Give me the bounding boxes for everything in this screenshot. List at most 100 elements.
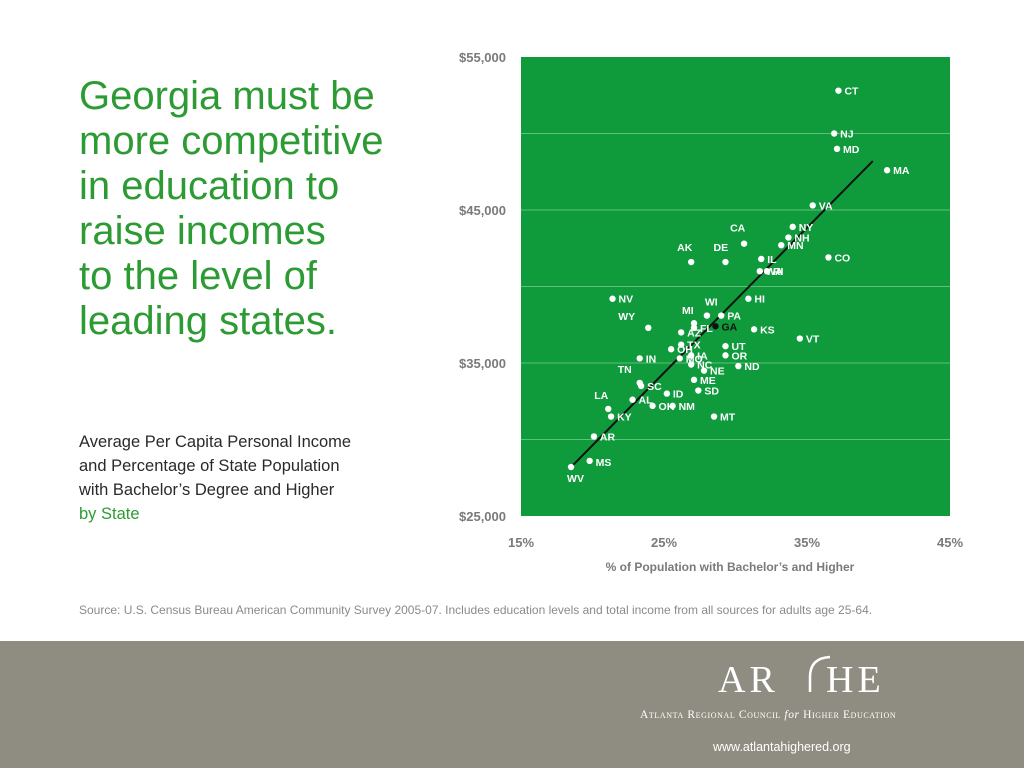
data-point-hi bbox=[745, 295, 752, 302]
data-point-de bbox=[722, 258, 729, 266]
website-link[interactable]: www.atlantahighered.org bbox=[713, 740, 851, 754]
data-point-wa bbox=[756, 268, 764, 275]
y-tick-label: $55,000 bbox=[459, 50, 506, 65]
data-point-me bbox=[690, 376, 698, 384]
point-label-ct: CT bbox=[844, 86, 859, 98]
data-point-va bbox=[809, 202, 816, 209]
point-label-ak: AK bbox=[677, 242, 693, 254]
point-label-nd: ND bbox=[744, 361, 760, 373]
headline-line: more competitive bbox=[79, 119, 384, 163]
point-label-ga: GA bbox=[721, 321, 737, 333]
point-label-ok: OK bbox=[659, 401, 675, 413]
y-tick-label: $35,000 bbox=[459, 356, 506, 371]
point-label-wa: WA bbox=[766, 266, 783, 278]
x-tick-label: 35% bbox=[794, 535, 820, 550]
point-label-id: ID bbox=[673, 389, 684, 401]
point-label-va: VA bbox=[819, 200, 833, 212]
headline-line: to the level of bbox=[79, 254, 317, 298]
data-point-md bbox=[833, 145, 841, 152]
point-label-co: CO bbox=[834, 252, 850, 264]
x-axis-label: % of Population with Bachelor’s and High… bbox=[606, 560, 855, 574]
point-label-fl: FL bbox=[700, 323, 713, 335]
point-label-mi: MI bbox=[682, 305, 694, 317]
point-label-al: AL bbox=[639, 395, 654, 407]
point-label-wy: WY bbox=[618, 311, 635, 323]
point-label-or: OR bbox=[731, 350, 747, 362]
headline-line: Georgia must be bbox=[79, 74, 375, 118]
data-point-id bbox=[663, 390, 671, 397]
point-label-az: AZ bbox=[687, 327, 702, 339]
logo-text-left: AR bbox=[718, 659, 779, 699]
logo-arch-icon bbox=[808, 655, 831, 692]
footer-bar bbox=[0, 641, 1024, 768]
data-point-pa bbox=[718, 312, 725, 319]
point-label-vt: VT bbox=[806, 334, 820, 346]
point-label-nc: NC bbox=[697, 360, 713, 372]
point-label-wi: WI bbox=[705, 297, 718, 309]
point-label-nv: NV bbox=[619, 294, 634, 306]
point-label-nj: NJ bbox=[840, 129, 854, 141]
headline-line: raise incomes bbox=[79, 209, 326, 253]
data-point-ak bbox=[687, 258, 695, 266]
data-point-ia bbox=[687, 352, 695, 359]
org-name: Atlanta Regional Council for Higher Educ… bbox=[640, 709, 896, 721]
headline: Georgia must be more competitive in educ… bbox=[79, 74, 439, 344]
data-point-ma bbox=[883, 167, 891, 174]
data-point-vt bbox=[796, 335, 804, 342]
point-label-ky: KY bbox=[617, 412, 632, 424]
point-label-ca: CA bbox=[730, 223, 746, 235]
scatter-chart: $25,000 $35,000 $45,000 $55,000 15% 25% 35% 45%… bbox=[459, 50, 963, 574]
point-label-wv: WV bbox=[567, 473, 584, 485]
data-point-or bbox=[722, 352, 729, 359]
source-note: Source: U.S. Census Bureau American Comm… bbox=[79, 603, 873, 617]
data-point-nv bbox=[609, 295, 616, 302]
data-point-ky bbox=[607, 413, 615, 420]
arche-logo: AR HE bbox=[718, 655, 885, 699]
headline-line: leading states. bbox=[79, 299, 337, 343]
data-point-ri bbox=[763, 268, 771, 275]
data-point-al bbox=[629, 396, 636, 403]
point-label-ar: AR bbox=[600, 431, 616, 443]
logo-text-right: HE bbox=[826, 659, 885, 699]
org-name-for: for bbox=[784, 709, 800, 721]
data-point-ut bbox=[722, 342, 729, 350]
data-point-ga bbox=[712, 323, 719, 330]
data-point-ne bbox=[700, 367, 708, 374]
data-point-wv bbox=[567, 463, 575, 471]
data-point-mn bbox=[778, 241, 785, 249]
point-label-me: ME bbox=[700, 375, 716, 387]
x-tick-label: 15% bbox=[508, 535, 534, 550]
data-point-oh bbox=[667, 346, 675, 353]
point-label-ks: KS bbox=[760, 324, 775, 336]
point-label-il: IL bbox=[767, 254, 777, 266]
data-point-az bbox=[677, 329, 685, 336]
point-label-la: LA bbox=[594, 390, 608, 402]
data-point-nm bbox=[669, 402, 676, 410]
data-point-nh bbox=[785, 234, 792, 241]
data-point-sc bbox=[637, 382, 645, 390]
data-point-wy bbox=[645, 324, 652, 332]
point-label-mn: MN bbox=[787, 240, 803, 252]
x-tick-label: 45% bbox=[937, 535, 963, 550]
data-point-ny bbox=[789, 223, 796, 231]
point-label-ny: NY bbox=[799, 222, 814, 234]
data-point-sd bbox=[695, 387, 702, 394]
data-point-tx bbox=[677, 341, 685, 348]
data-point-mi bbox=[690, 320, 698, 327]
data-point-ok bbox=[649, 402, 656, 410]
point-label-tx: TX bbox=[687, 340, 700, 352]
point-label-sd: SD bbox=[704, 386, 719, 398]
point-label-pa: PA bbox=[727, 311, 741, 323]
point-label-hi: HI bbox=[754, 294, 765, 306]
subtitle-line: Average Per Capita Personal Income bbox=[79, 433, 352, 451]
point-label-tn: TN bbox=[618, 364, 632, 376]
point-label-ms: MS bbox=[596, 457, 612, 469]
headline-line: in education to bbox=[79, 164, 340, 208]
data-point-il bbox=[758, 255, 765, 263]
data-point-co bbox=[825, 254, 832, 261]
data-point-ms bbox=[586, 457, 593, 465]
data-point-nj bbox=[830, 130, 838, 137]
y-tick-label: $25,000 bbox=[459, 509, 506, 524]
org-name-pre: Atlanta Regional Council bbox=[640, 709, 781, 721]
point-label-ut: UT bbox=[731, 341, 746, 353]
